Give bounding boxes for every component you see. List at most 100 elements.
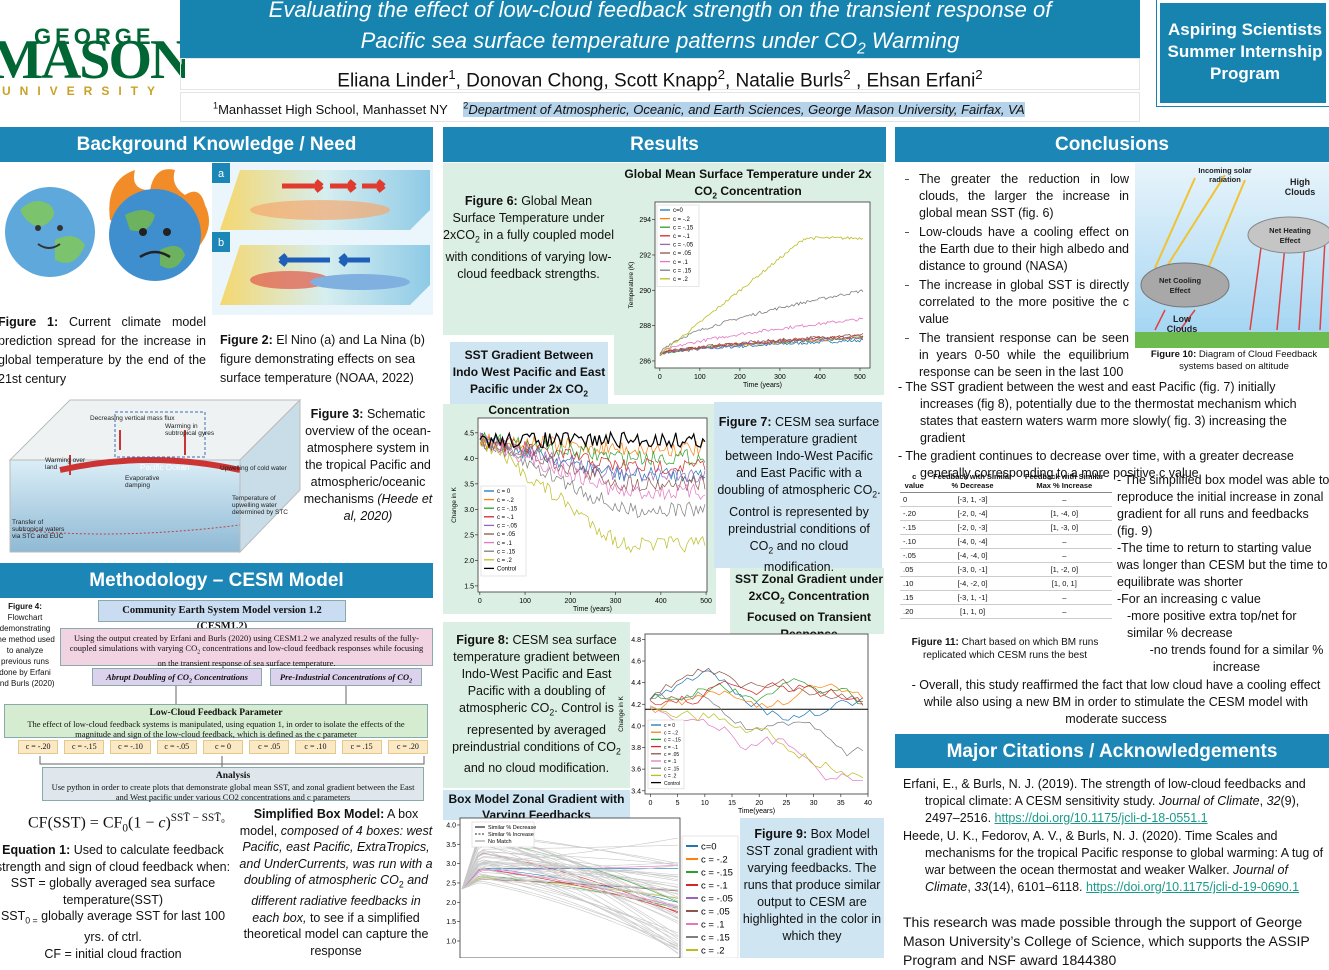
text-run: Global Mean Surface Temperature under 2x… [624, 167, 872, 198]
table-cell: [-2, 0, -4] [928, 506, 1017, 521]
item-text: -no trends found for a similar % increas… [1149, 643, 1324, 674]
text-run: 2 [780, 595, 785, 606]
c-value: c = -.10 [110, 740, 151, 754]
fig10-label: High [1290, 177, 1310, 187]
panel [714, 402, 882, 568]
logo: GEORGE MASON UNIVERSITY [0, 2, 190, 102]
plot-line [461, 853, 679, 908]
plot-line [649, 705, 864, 781]
table-cell: [-3, 1, -3] [928, 492, 1017, 507]
table-row: -.20 [-2, 0, -4] [1, -4, 0] [900, 506, 1112, 521]
item-text: SST0 = globally average SST for last 100… [1, 909, 225, 944]
plot-line [649, 706, 864, 779]
text-run: (9), 2497–2516. [925, 794, 1300, 825]
table-cell: .20 [900, 604, 929, 619]
text-run: Figure 8: [456, 633, 510, 647]
caption: Simplified Box Model: A box model, compo… [238, 806, 434, 959]
y-tick-label: 4.0 [446, 822, 456, 829]
caption: Figure 6: Global Mean Surface Temperatur… [443, 193, 614, 283]
flow-box: Using the output created by Erfani and B… [60, 628, 433, 668]
text-run: ) [165, 814, 171, 832]
text-run: Schematic overview of the ocean-atmosphe… [303, 407, 431, 506]
text-run: Simplified Box Model: [253, 807, 385, 821]
text-run: 2 [474, 234, 480, 245]
plot-line [461, 875, 679, 899]
plot-line [461, 865, 679, 890]
text-run: , Ehsan Erfani [850, 70, 976, 92]
link[interactable]: https://doi.org/10.1175/jcli-d-19-0690.1 [1086, 880, 1300, 894]
plot-line [461, 853, 679, 895]
plot-area [459, 817, 681, 958]
plot-line [461, 850, 679, 890]
plot-line [461, 882, 679, 951]
link[interactable]: https://doi.org/10.1175/jcli-d-18-0551.1 [994, 811, 1208, 825]
text-run: Figure 9: [754, 827, 808, 841]
section-heading: Background Knowledge / Need [0, 127, 433, 162]
header-cell: Feedback with Similar % Decrease [928, 470, 1017, 493]
text-run: Concentration [717, 184, 802, 198]
text-run: Pacific sea surface temperature patterns… [360, 28, 858, 53]
plot-line [649, 678, 864, 705]
y-tick-label: 3.5 [446, 842, 456, 849]
bullet [905, 179, 909, 180]
fig3-label: upwelling water [232, 502, 278, 509]
item-text: SST = globally averaged sea surface temp… [11, 876, 215, 907]
list-item: The transient response can be seen in ye… [903, 330, 1129, 381]
list-item: SST = globally averaged sea surface temp… [0, 875, 236, 908]
fig3-label: Warming over [45, 457, 86, 464]
x-axis-label: Time(years) [738, 808, 775, 815]
text-run: Concentration [488, 403, 570, 418]
text-run: 2 [398, 879, 404, 890]
text-run: Manhasset High School, Manhasset NY [218, 102, 448, 118]
text-run: 2 [549, 707, 555, 718]
flow-box: Abrupt Doubling of CO2 Concentrations [92, 668, 262, 686]
text-run: SST Gradient Between Indo West Pacific a… [452, 348, 606, 396]
section-heading: Methodology – CESM Model [0, 563, 433, 598]
list-item: Erfani, E., & Burls, N. J. (2019). The s… [903, 776, 1329, 827]
text-run: and no cloud modification. [463, 761, 610, 775]
plot-line [649, 683, 864, 714]
table-cell: .15 [900, 590, 929, 605]
fig10-label: Effect [1170, 286, 1191, 295]
text-run: 32 [1266, 794, 1281, 808]
plot-line [461, 836, 679, 945]
item-text: -The time to return to starting value wa… [1117, 541, 1328, 589]
plot-line [461, 879, 679, 892]
c-value: c = .15 [341, 740, 382, 754]
plot-line [461, 867, 679, 890]
plot-title: Box Model Zonal Gradient with Varying Fe… [448, 792, 625, 821]
fig3-label: Pacific Ocean [140, 463, 189, 472]
item-text: -For an increasing c value [1117, 592, 1261, 606]
list-item: -no trends found for a similar % increas… [1117, 642, 1329, 676]
plot-line [649, 670, 864, 721]
caption: Figure 2: El Nino (a) and La Nina (b) fi… [220, 331, 430, 388]
table-cell: -.10 [900, 534, 929, 549]
text-run: Current climate model prediction spread … [0, 315, 206, 386]
plot-line [649, 680, 864, 706]
legend-label: c = -.2 [664, 730, 678, 736]
text-run: 2 [843, 67, 851, 82]
text-run: Heede, U. K., Fedorov, A. V., & Burls, N… [903, 829, 1324, 877]
item-text: -more positive extra top/net for similar… [1127, 609, 1297, 640]
plot-line [649, 667, 864, 702]
plot-line [461, 872, 679, 894]
table-cell: .05 [900, 562, 929, 577]
text-run: 0 = [25, 915, 38, 926]
text-run: Concentrations [191, 672, 248, 682]
affiliation: 2Department of Atmospheric, Oceanic, and… [463, 101, 1025, 118]
fig10-label: Low [1173, 314, 1192, 324]
fig3-label: land [45, 464, 58, 471]
legend-label: c = -.1 [664, 745, 678, 751]
text-run: Eliana Linder [337, 70, 449, 92]
table-header: c value Feedback with Similar % Decrease F… [900, 470, 1112, 493]
plot-title: SST Gradient Between Indo West Pacific a… [452, 347, 606, 419]
logo-text: GEORGE [34, 24, 155, 49]
panel [443, 622, 630, 788]
text-run: SST̄ − SST̄₀ [170, 812, 225, 824]
text-run: 2 [857, 40, 866, 58]
title: Pacific sea surface temperature patterns… [180, 25, 1140, 64]
caption: Figure 8: CESM sea surface temperature g… [445, 632, 628, 777]
list-item: SST0 = globally average SST for last 100… [0, 908, 236, 946]
text-run: Equation 1: [2, 843, 71, 857]
table-row: .15 [-3, 1, -1] – [900, 590, 1112, 605]
